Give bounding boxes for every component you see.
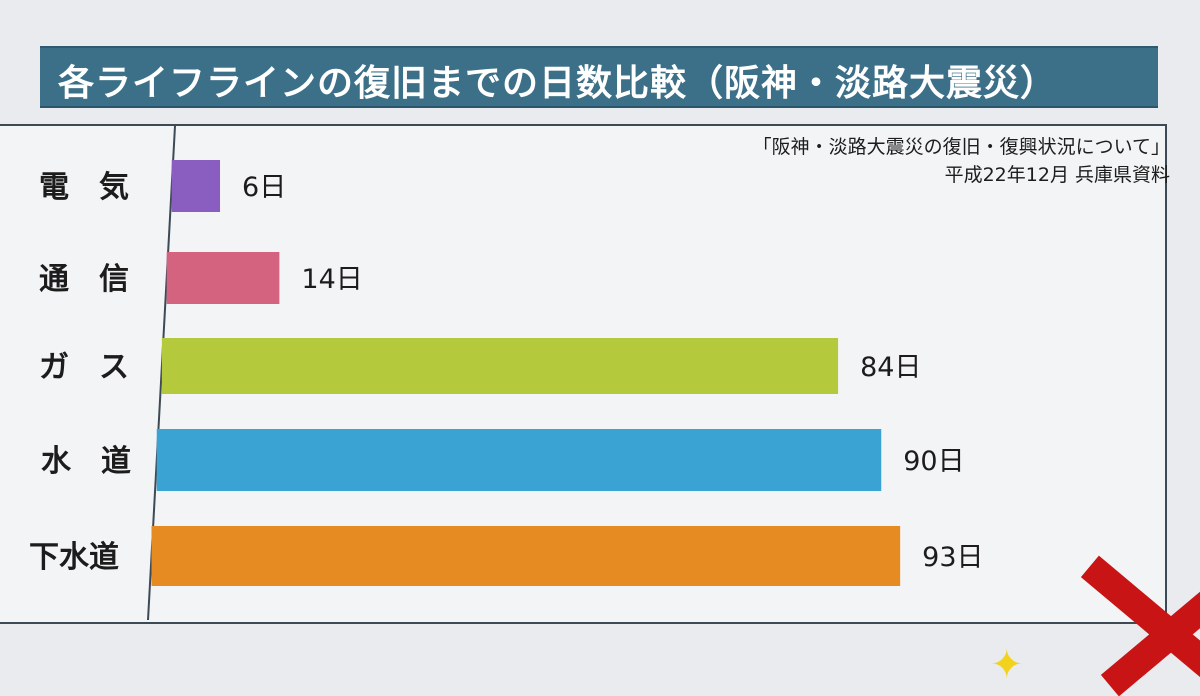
value-label: 14日 [301,264,362,295]
category-label: 水 道 [41,444,131,479]
category-label: 下水道 [29,540,119,575]
source-date: 平成22年12月 兵庫県資料 [944,164,1170,186]
bar-2 [161,338,839,394]
source-citation: 「阪神・淡路大震災の復旧・復興状況について」 [752,136,1170,158]
category-label: ガ ス [39,350,129,385]
bar-1 [166,252,280,304]
category-label: 通 信 [39,262,129,297]
star-icon: ✦ [990,642,1024,688]
value-label: 6日 [242,172,286,203]
chart-title: 各ライフラインの復旧までの日数比較（阪神・淡路大震災） [58,63,1058,104]
category-label: 電 気 [39,170,129,205]
value-label: 93日 [922,542,983,573]
bar-0 [171,160,221,212]
value-label: 84日 [860,352,921,383]
bar-3 [156,429,882,491]
title-bar: 各ライフラインの復旧までの日数比較（阪神・淡路大震災） [40,46,1158,106]
value-label: 90日 [903,446,964,477]
bar-4 [151,526,901,586]
